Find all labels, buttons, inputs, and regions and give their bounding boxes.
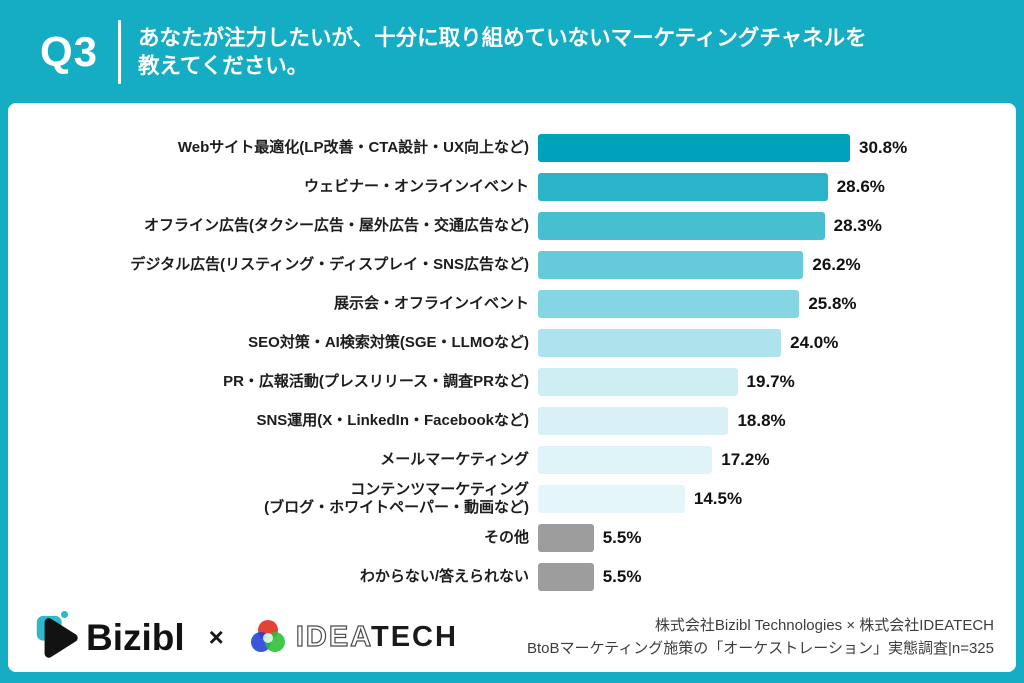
bizibl-logo: Bizibl <box>34 611 185 661</box>
chart-row: ウェビナー・オンラインイベント 28.6% <box>8 167 1016 206</box>
category-label: 展示会・オフラインイベント <box>333 294 529 312</box>
header-divider <box>118 19 121 84</box>
bar-track: 18.8% <box>538 406 1016 435</box>
survey-credit: 株式会社Bizibl Technologies × 株式会社IDEATECH B… <box>527 614 994 660</box>
bar <box>538 133 850 162</box>
chart-row: デジタル広告(リスティング・ディスプレイ・SNS広告など) 26.2% <box>8 245 1016 284</box>
bar <box>538 484 685 513</box>
footer: Bizibl × IDEATECH 株式会社Bizibl Technologie… <box>34 610 994 664</box>
bar-value-label: 5.5% <box>602 527 642 547</box>
bar-track: 28.6% <box>538 172 1016 201</box>
ideatech-idea: IDEA <box>295 620 371 653</box>
chart-row: SEO対策・AI検索対策(SGE・LLMOなど) 24.0% <box>8 323 1016 362</box>
bizibl-i-dot <box>61 611 68 618</box>
question-line-1: あなたが注力したいが、十分に取り組めていないマーケティングチャネルを <box>138 25 867 50</box>
chart-rows: Webサイト最適化(LP改善・CTA設計・UX向上など) 30.8% ウェビナー・オ… <box>8 128 1016 596</box>
bar-chart: Webサイト最適化(LP改善・CTA設計・UX向上など) 30.8% ウェビナー・オ… <box>8 128 1016 596</box>
bar <box>538 289 800 318</box>
chart-row: PR・広報活動(プレスリリース・調査PRなど) 19.7% <box>8 362 1016 401</box>
bizibl-play-icon <box>36 615 78 658</box>
question-text: あなたが注力したいが、十分に取り組めていないマーケティングチャネルを 教えてくだ… <box>138 24 867 80</box>
bar-value-label: 19.7% <box>746 371 795 391</box>
category-label: わからない/答えられない <box>359 567 529 585</box>
category-label: オフライン広告(タクシー広告・屋外広告・交通広告など) <box>144 216 529 234</box>
bar <box>538 367 738 396</box>
ideatech-rgb-icon <box>250 620 285 652</box>
bar <box>538 328 782 357</box>
bar-track: 5.5% <box>538 562 1016 591</box>
chart-row: わからない/答えられない 5.5% <box>8 557 1016 596</box>
category-label: PR・広報活動(プレスリリース・調査PRなど) <box>223 372 529 390</box>
chart-row: オフライン広告(タクシー広告・屋外広告・交通広告など) 28.3% <box>8 206 1016 245</box>
bar-value-label: 14.5% <box>693 488 743 508</box>
bar-track: 19.7% <box>538 367 1016 396</box>
category-label: コンテンツマーケティング (ブログ・ホワイトペーパー・動画など) <box>264 480 529 516</box>
credit-line-2: BtoBマーケティング施策の「オーケストレーション」実態調査|n=325 <box>526 640 994 657</box>
bar-value-label: 28.3% <box>833 215 882 235</box>
bizibl-wordmark: Bizibl <box>86 616 185 658</box>
bar-track: 28.3% <box>538 211 1016 240</box>
chart-row: SNS運用(X・LinkedIn・Facebookなど) 18.8% <box>8 401 1016 440</box>
question-header: Q3 あなたが注力したいが、十分に取り組めていないマーケティングチャネルを 教え… <box>0 0 1024 103</box>
credit-line-1: 株式会社Bizibl Technologies × 株式会社IDEATECH <box>654 617 994 634</box>
ideatech-wordmark: IDEATECH <box>295 620 458 653</box>
bar <box>538 523 594 552</box>
bar-track: 30.8% <box>538 133 1016 162</box>
bar-track: 14.5% <box>538 484 1016 513</box>
bar-track: 17.2% <box>538 445 1016 474</box>
chart-row: Webサイト最適化(LP改善・CTA設計・UX向上など) 30.8% <box>8 128 1016 167</box>
bar-value-label: 28.6% <box>836 176 885 196</box>
content-panel: Webサイト最適化(LP改善・CTA設計・UX向上など) 30.8% ウェビナー・オ… <box>8 103 1016 672</box>
bar <box>538 211 825 240</box>
bar-value-label: 18.8% <box>737 410 786 430</box>
bar-value-label: 25.8% <box>808 293 857 313</box>
logo-separator-x: × <box>208 621 224 652</box>
category-label: ウェビナー・オンラインイベント <box>303 177 529 195</box>
category-label: SEO対策・AI検索対策(SGE・LLMOなど) <box>248 333 529 351</box>
question-number: Q3 <box>40 27 99 75</box>
bar <box>538 445 713 474</box>
bar-track: 26.2% <box>538 250 1016 279</box>
category-label: Webサイト最適化(LP改善・CTA設計・UX向上など) <box>177 138 529 156</box>
ideatech-tech: TECH <box>371 620 458 653</box>
bar-track: 5.5% <box>538 523 1016 552</box>
chart-row: 展示会・オフラインイベント 25.8% <box>8 284 1016 323</box>
ideatech-logo: IDEATECH <box>248 617 458 657</box>
bar <box>538 406 729 435</box>
bar-value-label: 26.2% <box>812 254 861 274</box>
category-label: メールマーケティング <box>380 450 529 468</box>
bar-track: 24.0% <box>538 328 1016 357</box>
question-line-2: 教えてください。 <box>138 53 309 78</box>
category-label: その他 <box>483 528 529 546</box>
bar <box>538 562 594 591</box>
bar-value-label: 30.8% <box>859 137 908 157</box>
category-label: デジタル広告(リスティング・ディスプレイ・SNS広告など) <box>130 255 529 273</box>
bar-track: 25.8% <box>538 289 1016 318</box>
chart-row: メールマーケティング 17.2% <box>8 440 1016 479</box>
bar-value-label: 5.5% <box>602 566 642 586</box>
bar-value-label: 24.0% <box>790 332 839 352</box>
chart-row: その他 5.5% <box>8 518 1016 557</box>
bar-value-label: 17.2% <box>721 449 770 469</box>
bar <box>538 172 828 201</box>
category-label: SNS運用(X・LinkedIn・Facebookなど) <box>256 411 529 429</box>
bar <box>538 250 804 279</box>
logo-group: Bizibl × IDEATECH <box>34 611 458 661</box>
chart-row: コンテンツマーケティング (ブログ・ホワイトペーパー・動画など) 14.5% <box>8 479 1016 518</box>
